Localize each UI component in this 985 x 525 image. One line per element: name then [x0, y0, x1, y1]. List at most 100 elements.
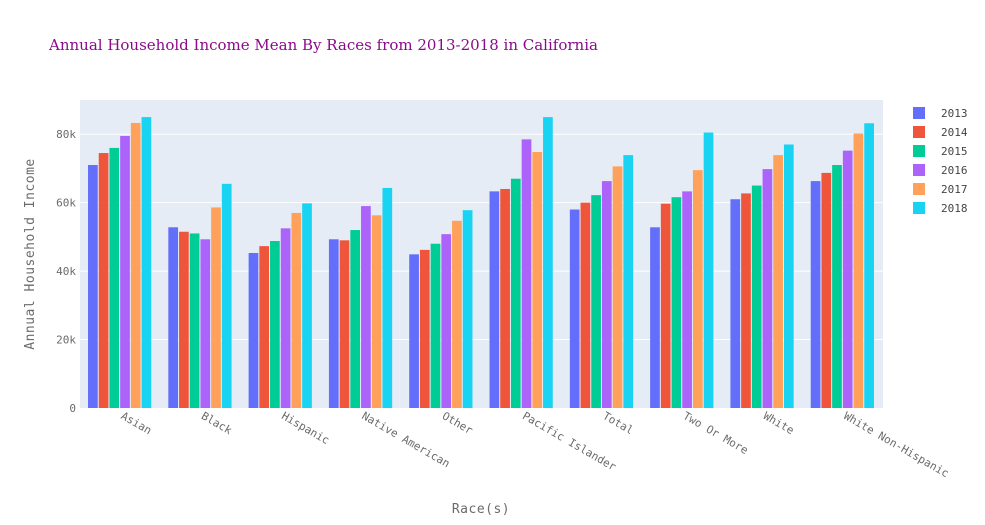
- bar: [259, 246, 270, 408]
- x-tick-label: White: [761, 409, 796, 437]
- bar: [489, 191, 500, 408]
- legend-item-2017[interactable]: 2017: [913, 183, 968, 196]
- legend-item-2018[interactable]: 2018: [913, 202, 968, 215]
- y-tick-label: 40k: [56, 265, 76, 278]
- bar: [569, 209, 580, 408]
- legend-item-2016[interactable]: 2016: [913, 164, 968, 177]
- x-tick-label: Total: [600, 409, 635, 437]
- legend-label: 2014: [941, 126, 968, 139]
- bar: [350, 230, 361, 408]
- series-2018: [141, 117, 874, 408]
- legend-swatch: [913, 107, 925, 119]
- bar: [580, 202, 591, 408]
- x-tick-label: Native American: [360, 409, 453, 470]
- bar: [521, 139, 532, 408]
- y-tick-label: 0: [69, 402, 76, 415]
- bar: [832, 165, 842, 408]
- bar: [221, 183, 232, 408]
- bar: [730, 199, 741, 408]
- bar: [179, 231, 189, 408]
- bar: [842, 150, 853, 408]
- bar: [543, 117, 553, 408]
- x-tick-label: Hispanic: [279, 409, 331, 447]
- bar: [853, 133, 864, 408]
- bar: [623, 155, 634, 408]
- x-tick-label: Other: [440, 409, 476, 437]
- bar: [671, 197, 682, 408]
- legend-label: 2013: [941, 107, 968, 120]
- bar: [601, 181, 612, 408]
- series-2016: [120, 135, 853, 408]
- bar: [864, 123, 874, 408]
- bar: [371, 215, 382, 408]
- legend-item-2015[interactable]: 2015: [913, 145, 968, 158]
- bar: [741, 193, 751, 408]
- bar: [660, 203, 671, 408]
- legend-label: 2017: [941, 183, 968, 196]
- bar: [452, 220, 462, 408]
- series-2015: [109, 147, 842, 408]
- bar: [650, 227, 660, 408]
- bar: [302, 203, 312, 408]
- bar: [441, 234, 452, 408]
- x-axis-title: Race(s): [452, 502, 510, 517]
- series-2014: [98, 153, 832, 408]
- bar: [773, 155, 783, 408]
- bar: [291, 212, 302, 408]
- y-tick-label: 20k: [56, 334, 76, 347]
- bar: [98, 153, 109, 408]
- legend-swatch: [913, 183, 925, 195]
- bar: [211, 207, 221, 408]
- bar: [751, 185, 762, 408]
- bar: [168, 227, 179, 408]
- bar: [783, 144, 794, 408]
- y-tick-label: 60k: [56, 197, 76, 210]
- bar: [120, 135, 130, 408]
- bar: [328, 239, 339, 408]
- legend-item-2014[interactable]: 2014: [913, 126, 968, 139]
- bar: [419, 249, 430, 408]
- bar: [692, 170, 703, 408]
- legend: 2013 2014 2015 2016 2017 2018: [913, 107, 968, 215]
- legend-swatch: [913, 164, 925, 176]
- bar: [280, 228, 291, 408]
- bar: [821, 172, 832, 408]
- bar: [409, 254, 419, 408]
- chart-title: Annual Household Income Mean By Races fr…: [48, 36, 598, 54]
- bar: [109, 147, 120, 408]
- bar: [591, 195, 601, 408]
- bar: [130, 122, 141, 408]
- bar: [810, 181, 821, 408]
- y-axis-title: Annual Household Income: [23, 158, 38, 350]
- y-axis-ticks: 0 20k 40k 60k 80k: [56, 128, 76, 415]
- series-2013: [88, 165, 821, 408]
- bar: [500, 188, 510, 408]
- legend-item-2013[interactable]: 2013: [913, 107, 968, 120]
- bar: [189, 233, 200, 408]
- bar: [361, 206, 371, 408]
- bar: [703, 132, 714, 408]
- y-tick-label: 80k: [56, 128, 76, 141]
- x-tick-label: Two Or More: [681, 409, 751, 457]
- x-tick-label: Asian: [119, 409, 154, 437]
- legend-label: 2016: [941, 164, 968, 177]
- legend-swatch: [913, 145, 925, 157]
- bar: [430, 243, 441, 408]
- legend-label: 2018: [941, 202, 968, 215]
- legend-swatch: [913, 202, 925, 214]
- bar: [762, 169, 773, 408]
- series-2017: [130, 122, 864, 408]
- legend-swatch: [913, 126, 925, 138]
- bar: [88, 165, 98, 408]
- bar: [141, 117, 152, 408]
- bar: [270, 240, 280, 408]
- bar: [382, 187, 393, 408]
- bar: [462, 210, 473, 408]
- bar: [532, 152, 543, 408]
- bar: [612, 166, 623, 408]
- bar: [200, 239, 211, 408]
- x-tick-label: Black: [199, 409, 235, 437]
- legend-label: 2015: [941, 145, 968, 158]
